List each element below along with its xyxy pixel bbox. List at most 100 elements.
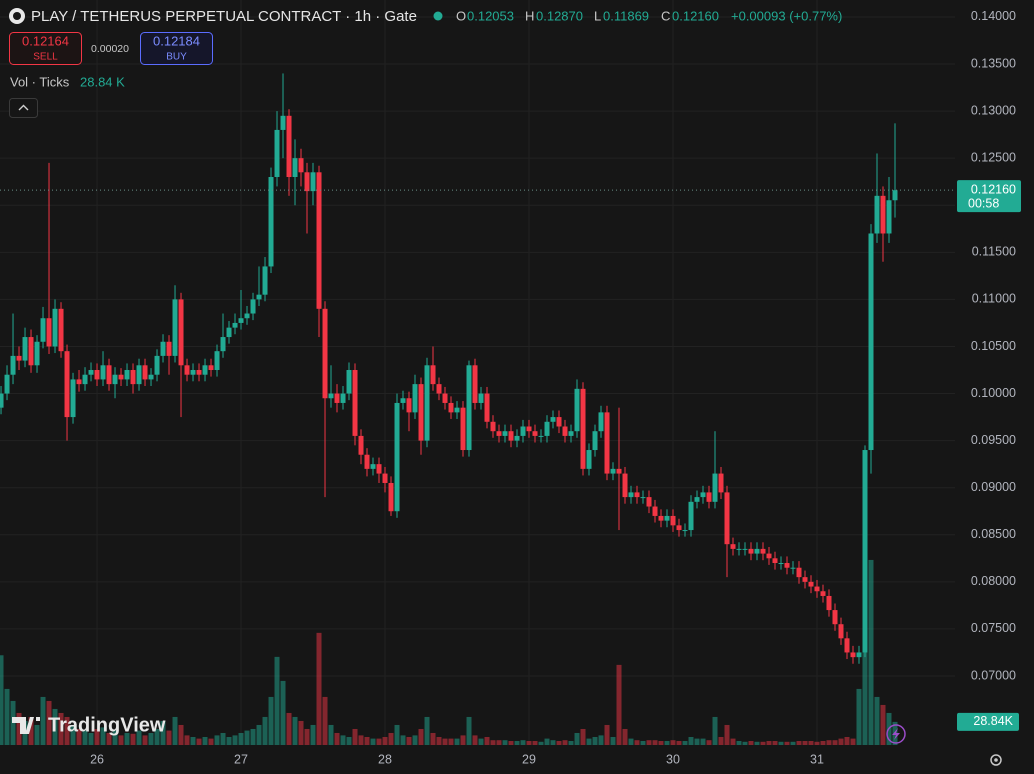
- candle-body: [190, 370, 196, 375]
- candle-body: [688, 501, 694, 531]
- volume-bar: [154, 728, 160, 745]
- volume-bar: [640, 740, 646, 745]
- y-tick-label: 0.08500: [971, 527, 1016, 541]
- volume-bar: [226, 736, 232, 745]
- candle-body: [628, 492, 634, 498]
- candle-body: [130, 370, 136, 385]
- volume-bar: [406, 736, 412, 745]
- settings-button[interactable]: [990, 754, 1002, 766]
- volume-bar: [664, 740, 670, 745]
- volume-bar: [646, 740, 652, 745]
- candle-body: [358, 435, 364, 455]
- candle-body: [214, 351, 220, 371]
- volume-bar: [346, 736, 352, 745]
- buy-button[interactable]: [140, 32, 213, 65]
- candle-body: [616, 468, 622, 474]
- volume-bar: [370, 738, 376, 745]
- candle-body: [94, 370, 100, 380]
- volume-bar: [598, 735, 604, 745]
- candle-body: [550, 417, 556, 422]
- volume-bar: [166, 730, 172, 745]
- candle-body: [430, 365, 436, 385]
- volume-bar: [142, 735, 148, 745]
- candle-body: [148, 374, 154, 380]
- volume-bar: [4, 688, 10, 745]
- candle-body: [448, 402, 454, 413]
- candle-body: [610, 468, 616, 474]
- candle-body: [418, 384, 424, 441]
- volume-bar: [748, 740, 754, 745]
- volume-bar: [334, 732, 340, 745]
- volume-bar: [418, 728, 424, 745]
- volume-bar: [130, 733, 136, 745]
- candle-body: [886, 200, 892, 234]
- candle-body: [568, 431, 574, 436]
- volume-bar: [256, 724, 262, 745]
- volume-bar: [274, 656, 280, 745]
- candle-body: [820, 591, 826, 596]
- candle-body: [178, 299, 184, 366]
- volume-bar: [658, 740, 664, 745]
- candle-body: [58, 308, 64, 352]
- candle-body: [526, 426, 532, 432]
- volume-bar: [808, 740, 814, 745]
- volume-bar: [496, 740, 502, 745]
- volume-badge: [957, 712, 1019, 731]
- volume-bar: [382, 736, 388, 745]
- candle-body: [598, 412, 604, 432]
- candle-body: [124, 370, 130, 380]
- volume-bar: [310, 724, 316, 745]
- volume-bar: [544, 738, 550, 745]
- candle-body: [442, 393, 448, 403]
- settings-icon: [994, 758, 998, 762]
- volume-bar: [238, 732, 244, 745]
- candle-body: [646, 497, 652, 507]
- candle-body: [46, 318, 52, 347]
- volume-bar: [136, 730, 142, 745]
- volume-bar: [604, 724, 610, 745]
- candle-body: [292, 158, 298, 177]
- candle-body: [670, 515, 676, 526]
- volume-bar: [58, 712, 64, 745]
- candle-body: [856, 652, 862, 658]
- x-tick-label: 28: [378, 752, 392, 766]
- candle-body: [880, 195, 886, 234]
- volume-bar: [676, 740, 682, 745]
- candle-body: [706, 492, 712, 502]
- sell-button[interactable]: [9, 32, 82, 65]
- volume-bar: [118, 735, 124, 745]
- candle-body: [460, 407, 466, 451]
- volume-bar: [190, 736, 196, 745]
- volume-bar: [64, 716, 70, 745]
- candle-body: [760, 548, 766, 554]
- lightning-button[interactable]: [886, 724, 906, 744]
- collapse-button[interactable]: [9, 98, 38, 118]
- candle-body: [736, 548, 742, 550]
- y-tick-label: 0.10000: [971, 386, 1016, 400]
- candle-body: [802, 577, 808, 582]
- volume-bar: [778, 741, 784, 745]
- candle-body: [64, 351, 70, 418]
- volume-bar: [100, 727, 106, 745]
- candle-body: [742, 548, 748, 550]
- candle-body: [364, 454, 370, 469]
- volume-bar: [736, 740, 742, 745]
- candle-body: [658, 515, 664, 521]
- x-tick-label: 29: [522, 752, 536, 766]
- volume-bar: [832, 740, 838, 745]
- volume-bar: [820, 740, 826, 745]
- y-tick-label: 0.13500: [971, 56, 1016, 70]
- volume-bar: [178, 724, 184, 745]
- volume-bar: [358, 735, 364, 745]
- volume-bar: [724, 724, 730, 745]
- y-tick-label: 0.07000: [971, 668, 1016, 682]
- candle-body: [478, 393, 484, 403]
- volume-bar: [94, 728, 100, 745]
- volume-bar: [616, 664, 622, 745]
- candle-body: [286, 115, 292, 177]
- volume-bar: [376, 738, 382, 745]
- y-tick-label: 0.09500: [971, 433, 1016, 447]
- volume-bar: [628, 738, 634, 745]
- volume-bar: [412, 735, 418, 745]
- volume-bar: [694, 738, 700, 745]
